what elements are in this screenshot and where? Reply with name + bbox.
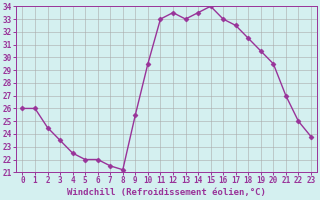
X-axis label: Windchill (Refroidissement éolien,°C): Windchill (Refroidissement éolien,°C) bbox=[67, 188, 266, 197]
